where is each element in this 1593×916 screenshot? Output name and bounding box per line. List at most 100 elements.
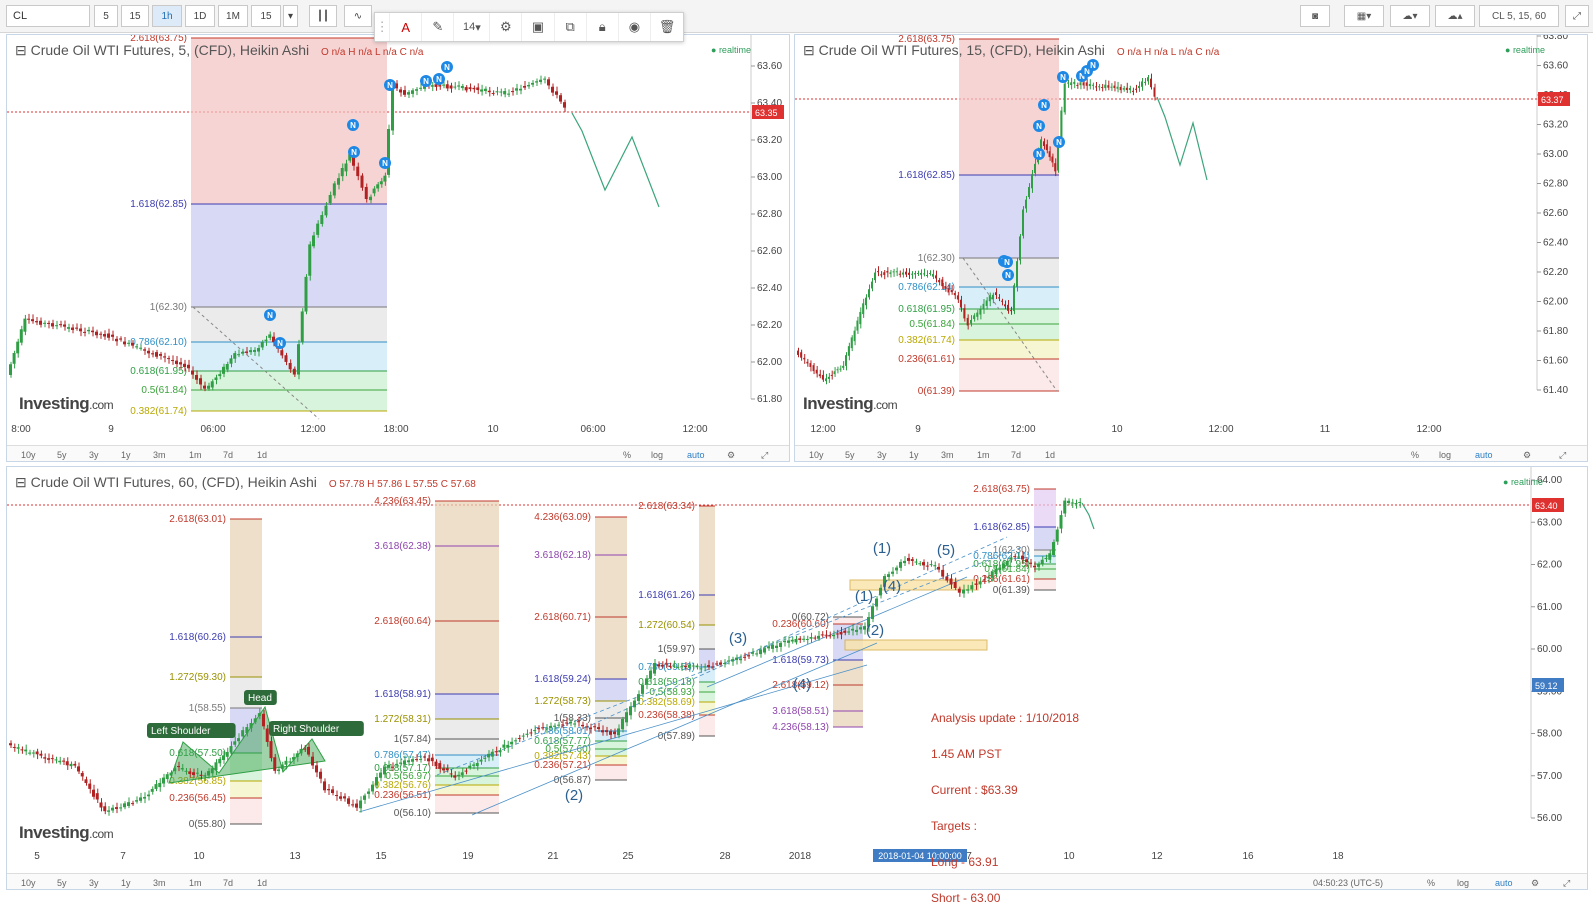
chart-panel-60min[interactable]: 64.0063.0062.0061.0060.0059.0058.0057.00…: [6, 466, 1588, 890]
range-10y[interactable]: 10y: [21, 450, 36, 460]
candle-body: [320, 215, 324, 224]
range-1y[interactable]: 1y: [909, 450, 919, 460]
expand-icon[interactable]: ⤢: [1559, 450, 1567, 460]
candle-body: [111, 807, 114, 811]
price-tick-label: 62.00: [1537, 560, 1562, 571]
interval-1d-button[interactable]: 1D: [185, 5, 215, 27]
collapse-icon[interactable]: ⊟: [803, 42, 815, 58]
camera-icon[interactable]: ◙: [1300, 5, 1330, 27]
candle-body: [1004, 304, 1006, 307]
range-1y[interactable]: 1y: [121, 450, 131, 460]
price-tick-label: 61.00: [1537, 602, 1562, 613]
scale-percent[interactable]: %: [1411, 450, 1420, 460]
candle-body: [519, 88, 522, 91]
scale-auto[interactable]: auto: [1495, 878, 1513, 888]
range-1y[interactable]: 1y: [121, 878, 131, 888]
range-3m[interactable]: 3m: [941, 450, 954, 460]
text-color-icon[interactable]: A: [390, 13, 423, 41]
interval-1m-button[interactable]: 1M: [218, 5, 248, 27]
collapse-icon[interactable]: ⊟: [15, 474, 27, 490]
candle-body: [391, 84, 394, 131]
scale-percent[interactable]: %: [1427, 878, 1436, 888]
settings-gear-icon[interactable]: ⚙: [490, 13, 523, 41]
range-1m[interactable]: 1m: [977, 450, 990, 460]
layout-name-select[interactable]: CL 5, 15, 60: [1479, 5, 1559, 27]
settings-gear-icon[interactable]: ⚙: [1523, 450, 1532, 460]
range-10y[interactable]: 10y: [809, 450, 824, 460]
chart-canvas-60min[interactable]: 64.0063.0062.0061.0060.0059.0058.0057.00…: [7, 467, 1588, 890]
layout-select-icon[interactable]: ▦▾: [1344, 5, 1384, 27]
settings-gear-icon[interactable]: ⚙: [727, 450, 736, 460]
fib-60-c-label: 4.236(63.09): [534, 512, 591, 523]
indicators-icon[interactable]: ∿: [344, 5, 372, 27]
range-1d[interactable]: 1d: [257, 450, 268, 460]
range-5y[interactable]: 5y: [57, 450, 67, 460]
range-7d[interactable]: 7d: [1011, 450, 1022, 460]
scale-log[interactable]: log: [1439, 450, 1452, 460]
candle-body: [331, 789, 334, 794]
interval-1h-button[interactable]: 1h: [152, 5, 182, 27]
chart-canvas-5min[interactable]: 63.60 63.40 63.20 63.00 62.80 62.60 62.40 62.20…: [7, 35, 790, 462]
candle-body: [460, 85, 464, 89]
delete-trash-icon[interactable]: 🗑︎: [658, 19, 676, 34]
chart-panel-5min[interactable]: 63.60 63.40 63.20 63.00 62.80 62.60 62.40 62.20…: [6, 34, 790, 462]
scale-percent[interactable]: %: [623, 450, 632, 460]
cloud-load-icon[interactable]: ☁▾: [1390, 5, 1430, 27]
candle-body: [1028, 187, 1030, 198]
range-1m[interactable]: 1m: [189, 878, 202, 888]
candle-body: [225, 751, 229, 757]
expand-icon[interactable]: ⤢: [1563, 878, 1571, 888]
interval-5-button[interactable]: 5: [94, 5, 118, 27]
symbol-input[interactable]: CL: [6, 5, 90, 27]
clone-icon[interactable]: ⧉: [555, 13, 587, 41]
fib-5-label: 0.618(61.95): [130, 366, 187, 377]
scale-auto[interactable]: auto: [1475, 450, 1493, 460]
candle-body: [953, 581, 957, 589]
fullscreen-icon[interactable]: ⤢: [1565, 5, 1589, 27]
line-color-icon[interactable]: ✎: [422, 13, 455, 41]
interval-15-button[interactable]: 15: [121, 5, 149, 27]
range-3m[interactable]: 3m: [153, 878, 166, 888]
lock-icon[interactable]: 🔒︎: [587, 13, 619, 41]
range-1m[interactable]: 1m: [189, 450, 202, 460]
range-5y[interactable]: 5y: [845, 450, 855, 460]
range-10y[interactable]: 10y: [21, 878, 36, 888]
range-3m[interactable]: 3m: [153, 450, 166, 460]
scale-log[interactable]: log: [651, 450, 664, 460]
range-7d[interactable]: 7d: [223, 878, 234, 888]
settings-gear-icon[interactable]: ⚙: [1531, 878, 1540, 888]
range-1d[interactable]: 1d: [1045, 450, 1056, 460]
fib-60-a-zone: [230, 637, 262, 677]
candle-body: [491, 93, 495, 95]
scale-auto[interactable]: auto: [687, 450, 705, 460]
font-size-select[interactable]: 14 ▾: [454, 13, 491, 41]
news-badge-icon: [274, 337, 286, 349]
drag-handle-icon[interactable]: ⋮: [375, 13, 391, 41]
candle-body: [812, 365, 815, 372]
range-1d[interactable]: 1d: [257, 878, 268, 888]
expand-icon[interactable]: ⤢: [761, 450, 769, 460]
chart-panel-15min[interactable]: 63.8063.6063.4063.2063.0062.8062.6062.40…: [794, 34, 1588, 462]
candle-body: [1002, 563, 1005, 569]
candle-body: [1057, 141, 1059, 171]
range-7d[interactable]: 7d: [223, 450, 234, 460]
background-fill-icon[interactable]: ▣: [522, 13, 555, 41]
candle-body: [735, 657, 738, 660]
interval-15m-button[interactable]: 15: [251, 5, 281, 27]
range-5y[interactable]: 5y: [57, 878, 67, 888]
fib-15-label: 0.618(61.95): [898, 304, 955, 315]
collapse-icon[interactable]: ⊟: [15, 42, 27, 58]
interval-dropdown-icon[interactable]: ▾: [283, 5, 298, 27]
range-3y[interactable]: 3y: [89, 450, 99, 460]
cloud-save-icon[interactable]: ☁▴: [1435, 5, 1475, 27]
visibility-eye-icon[interactable]: ◉: [619, 13, 651, 41]
demand-zone: [849, 579, 979, 591]
chart-canvas-15min[interactable]: 63.8063.6063.4063.2063.0062.8062.6062.40…: [795, 35, 1588, 462]
range-3y[interactable]: 3y: [89, 878, 99, 888]
scale-log[interactable]: log: [1457, 878, 1470, 888]
fib-60-b-zone: [435, 501, 499, 546]
candle-type-icon[interactable]: ┃┃: [309, 5, 337, 27]
candle-body: [307, 746, 310, 755]
news-badge-label: N: [1079, 72, 1085, 81]
range-3y[interactable]: 3y: [877, 450, 887, 460]
